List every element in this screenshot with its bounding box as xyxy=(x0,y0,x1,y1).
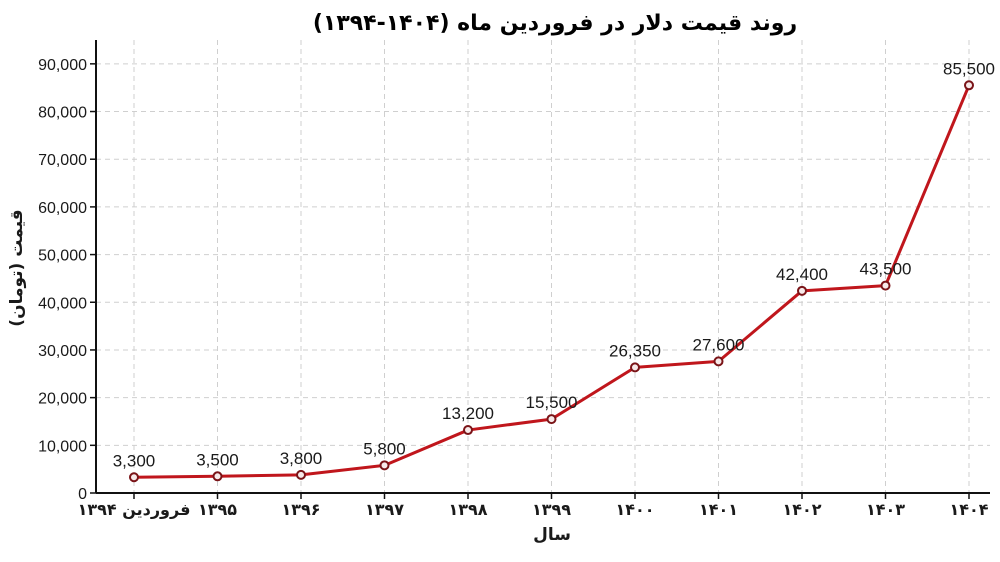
price-series xyxy=(129,80,974,483)
x-axis-label: سال xyxy=(533,525,571,545)
data-labels: 3,300 3,500 3,800 5,800 13,200 15,500 26,350 27… xyxy=(113,59,995,470)
x-tick-label: فروردین ۱۳۹۴ xyxy=(78,500,191,519)
grid-lines xyxy=(96,40,990,493)
data-point-label: 42,400 xyxy=(776,265,828,284)
data-point-label: 26,350 xyxy=(609,341,661,360)
x-tick-label: ۱۳۹۸ xyxy=(448,500,487,519)
data-point-label: 13,200 xyxy=(442,404,494,423)
x-tick-label: ۱۴۰۰ xyxy=(615,500,654,519)
data-point-marker xyxy=(463,425,473,436)
x-axis-ticks: فروردین ۱۳۹۴ ۱۳۹۵ ۱۳۹۶ ۱۳۹۷ ۱۳۹۸ ۱۳۹۹ ۱۴۰۰ ۱۴۰۱… xyxy=(78,493,989,519)
y-tick-label: 50,000 xyxy=(38,248,87,265)
y-tick-label: 20,000 xyxy=(38,391,87,408)
x-tick-label: ۱۳۹۹ xyxy=(532,500,571,519)
axes xyxy=(95,40,990,494)
y-tick-label: 10,000 xyxy=(38,438,87,455)
y-axis-ticks: 0 10,000 20,000 30,000 40,000 50,000 60,000 70,… xyxy=(38,57,96,503)
y-tick-label: 80,000 xyxy=(38,105,87,122)
x-tick-label: ۱۴۰۳ xyxy=(866,500,905,519)
data-point-label: 85,500 xyxy=(943,59,995,78)
x-tick-label: ۱۴۰۱ xyxy=(699,500,738,519)
y-tick-label: 40,000 xyxy=(38,295,87,312)
y-tick-label: 90,000 xyxy=(38,57,87,74)
x-tick-label: ۱۳۹۵ xyxy=(198,500,237,519)
data-point-marker xyxy=(212,471,223,482)
x-tick-label: ۱۳۹۶ xyxy=(281,500,320,519)
data-point-marker xyxy=(630,362,640,373)
data-point-label: 5,800 xyxy=(363,439,406,458)
y-tick-label: 70,000 xyxy=(38,152,87,169)
data-point-marker xyxy=(797,285,807,296)
x-tick-label: ۱۴۰۴ xyxy=(949,500,988,519)
x-tick-label: ۱۴۰۲ xyxy=(782,500,821,519)
data-point-label: 15,500 xyxy=(526,393,578,412)
data-point-marker xyxy=(296,469,306,480)
y-tick-label: 0 xyxy=(78,486,87,503)
data-point-marker xyxy=(964,80,974,91)
data-point-marker xyxy=(379,460,390,471)
y-tick-label: 60,000 xyxy=(38,200,87,217)
data-point-marker xyxy=(546,414,557,425)
data-point-marker xyxy=(880,280,891,291)
data-point-label: 3,800 xyxy=(280,449,323,468)
y-axis-label: قیمت (تومان) xyxy=(7,209,27,326)
x-tick-label: ۱۳۹۷ xyxy=(365,500,404,519)
data-point-label: 27,600 xyxy=(693,335,745,354)
data-point-label: 43,500 xyxy=(860,260,912,279)
chart-title: روند قیمت دلار در فروردین ماه (۱۴۰۴-۱۳۹۴… xyxy=(313,11,797,36)
data-point-label: 3,500 xyxy=(196,450,239,469)
y-tick-label: 30,000 xyxy=(38,343,87,360)
data-point-label: 3,300 xyxy=(113,451,156,470)
data-point-marker xyxy=(713,356,724,367)
data-point-marker xyxy=(129,472,139,483)
